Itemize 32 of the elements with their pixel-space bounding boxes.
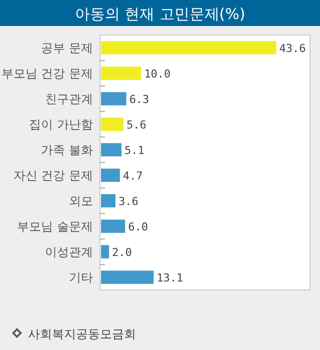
- data-label: 2.0: [112, 246, 132, 259]
- y-tick-label: 부모님 술문제: [17, 219, 93, 234]
- bar: [101, 118, 124, 131]
- data-label: 3.6: [118, 194, 138, 208]
- bar: [101, 41, 276, 54]
- data-label: 5.6: [126, 118, 146, 132]
- y-tick-label: 부모님 건강 문제: [1, 66, 93, 80]
- bar: [101, 92, 126, 106]
- data-label: 10.0: [144, 67, 171, 80]
- y-tick-label: 이성관계: [45, 244, 93, 259]
- data-label: 6.0: [128, 220, 148, 234]
- y-tick-label: 기타: [69, 270, 93, 284]
- bar: [101, 143, 122, 156]
- bar: [101, 168, 120, 182]
- y-tick-label: 공부 문제: [41, 40, 93, 55]
- data-label: 13.1: [156, 271, 184, 284]
- data-label: 6.3: [129, 92, 150, 106]
- data-label: 5.1: [124, 144, 144, 157]
- y-tick-label: 가족 불화: [41, 142, 93, 157]
- bar: [101, 220, 126, 233]
- data-label: 4.7: [122, 169, 143, 182]
- text: 사회복지공동모금회: [28, 327, 136, 341]
- y-tick-label: 집이 가난함: [29, 117, 93, 132]
- bar: [101, 194, 116, 208]
- chart-title: 아동의 현재 고민문제(%): [74, 5, 246, 23]
- bar: [101, 245, 110, 258]
- bar: [101, 66, 142, 80]
- y-tick-label: 친구관계: [45, 92, 93, 106]
- y-tick-label: 자신 건강 문제: [13, 168, 93, 182]
- y-tick-label: 외모: [69, 194, 93, 208]
- data-label: 43.6: [279, 42, 306, 55]
- bar: [101, 270, 154, 284]
